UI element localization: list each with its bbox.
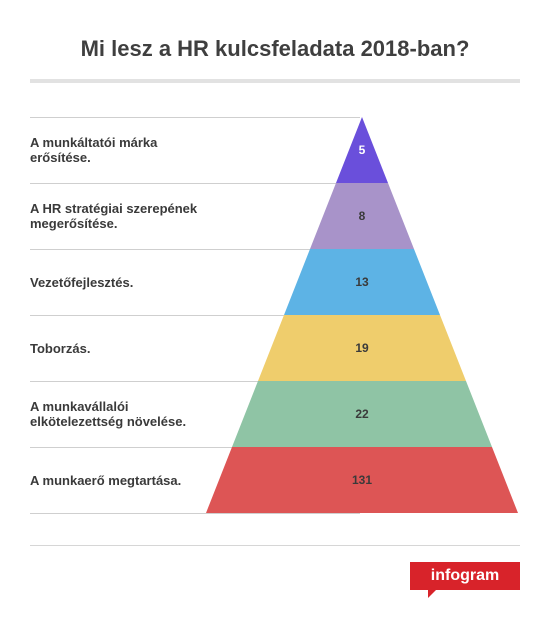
row-divider <box>30 117 360 118</box>
footer-divider <box>30 545 520 546</box>
level-value-2: 8 <box>359 209 366 223</box>
row-divider <box>30 249 360 250</box>
level-label-line: A munkaerő megtartása. <box>30 473 182 488</box>
level-label-line: A munkáltatói márka <box>30 135 158 150</box>
infogram-logo[interactable]: infogram <box>410 562 520 598</box>
title-divider <box>30 79 520 83</box>
logo-tail <box>428 588 438 598</box>
logo-text: infogram <box>430 567 500 584</box>
logo-box <box>410 562 520 590</box>
level-label-5: A munkavállalói elkötelezettség növelése. <box>30 399 215 429</box>
level-label-4: Toborzás. <box>30 341 215 356</box>
pyramid-level-4 <box>258 315 466 381</box>
level-label-line: A HR stratégiai szerepének <box>30 201 198 216</box>
row-divider <box>30 315 360 316</box>
level-label-1: A munkáltatói márka erősítése. <box>30 135 215 165</box>
level-value-6: 131 <box>352 473 372 487</box>
row-divider <box>30 381 360 382</box>
level-value-5: 22 <box>355 407 369 421</box>
level-label-line: Vezetőfejlesztés. <box>30 275 134 290</box>
level-label-line: megerősítése. <box>30 216 118 231</box>
chart-title: Mi lesz a HR kulcsfeladata 2018-ban? <box>80 36 470 61</box>
level-label-2: A HR stratégiai szerepének megerősítése. <box>30 201 215 231</box>
row-divider <box>30 513 360 514</box>
level-label-6: A munkaerő megtartása. <box>30 473 215 488</box>
row-divider <box>30 447 360 448</box>
level-value-4: 19 <box>355 341 369 355</box>
level-label-line: Toborzás. <box>30 341 91 356</box>
level-value-1: 5 <box>359 143 366 157</box>
pyramid-level-2 <box>310 183 414 249</box>
pyramid-level-6 <box>206 447 518 513</box>
pyramid-level-3 <box>284 249 440 315</box>
level-label-3: Vezetőfejlesztés. <box>30 275 215 290</box>
pyramid-level-1 <box>336 117 388 183</box>
level-label-line: A munkavállalói <box>30 399 129 414</box>
level-label-line: elkötelezettség növelése. <box>30 414 187 429</box>
row-divider <box>30 183 360 184</box>
level-value-3: 13 <box>355 275 369 289</box>
level-label-line: erősítése. <box>30 150 91 165</box>
pyramid-level-5 <box>232 381 492 447</box>
